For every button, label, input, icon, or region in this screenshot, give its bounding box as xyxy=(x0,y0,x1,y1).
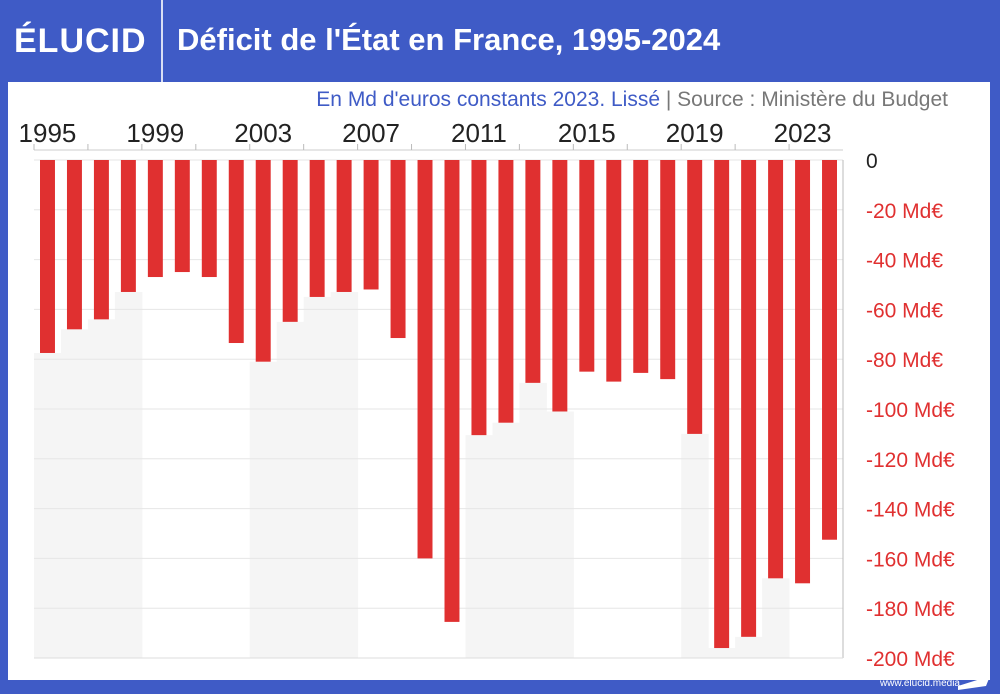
y-tick-label: -80 Md€ xyxy=(866,349,943,372)
x-tick-label: 2011 xyxy=(451,118,507,148)
y-tick-label: -140 Md€ xyxy=(866,499,955,522)
bar-1999 xyxy=(147,160,163,278)
bar-1997 xyxy=(93,160,109,320)
logo-flag-icon xyxy=(958,676,990,690)
shaded-band xyxy=(762,578,790,658)
bar-2014 xyxy=(552,160,568,412)
shaded-band xyxy=(303,296,332,658)
chart-subtitle: En Md d'euros constants 2023. Lissé | So… xyxy=(316,88,948,112)
shaded-band xyxy=(546,411,574,658)
shaded-band xyxy=(60,329,89,658)
subtitle-separator: | xyxy=(665,88,672,111)
y-tick-label: -20 Md€ xyxy=(866,200,943,223)
bar-2010 xyxy=(444,160,460,622)
shaded-band xyxy=(249,361,278,658)
shaded-band xyxy=(276,321,305,658)
source-note: Source : Ministère du Budget xyxy=(677,88,948,111)
logo: ÉLUCID xyxy=(14,22,147,60)
bar-2015 xyxy=(579,160,595,372)
header: ÉLUCID Déficit de l'État en France, 1995… xyxy=(0,0,1000,82)
bar-2023 xyxy=(795,160,811,584)
shaded-band xyxy=(681,433,709,658)
y-tick-label: 0 xyxy=(866,150,878,173)
bar-2005 xyxy=(309,160,325,297)
bar-2022 xyxy=(768,160,784,579)
bar-2003 xyxy=(255,160,271,362)
shaded-band xyxy=(708,648,736,658)
shaded-band xyxy=(492,422,520,658)
shaded-band xyxy=(465,435,493,658)
shaded-band xyxy=(519,382,547,658)
bar-2006 xyxy=(336,160,352,292)
shaded-band xyxy=(34,352,62,658)
y-tick-label: -180 Md€ xyxy=(866,598,955,621)
shaded-band xyxy=(114,291,143,658)
y-tick-label: -100 Md€ xyxy=(866,399,955,422)
bar-1998 xyxy=(120,160,136,292)
x-tick-label: 2019 xyxy=(666,118,724,148)
bar-2011 xyxy=(471,160,487,436)
bar-2019 xyxy=(687,160,703,434)
shaded-band xyxy=(87,319,116,658)
bar-2000 xyxy=(174,160,190,273)
bar-2016 xyxy=(606,160,622,382)
y-tick-label: -120 Md€ xyxy=(866,449,955,472)
bar-2018 xyxy=(660,160,676,380)
y-tick-label: -160 Md€ xyxy=(866,548,955,571)
bar-1995 xyxy=(40,160,55,353)
x-tick-label: 2007 xyxy=(342,118,400,148)
bar-2007 xyxy=(363,160,379,290)
y-tick-label: -200 Md€ xyxy=(866,648,955,671)
y-tick-label: -60 Md€ xyxy=(866,299,943,322)
bar-1996 xyxy=(66,160,82,330)
bar-2021 xyxy=(741,160,757,637)
bar-2012 xyxy=(498,160,514,423)
x-tick-label: 2003 xyxy=(234,118,292,148)
bar-2017 xyxy=(633,160,649,373)
shaded-band xyxy=(330,291,359,658)
bar-2008 xyxy=(390,160,406,339)
bar-2024 xyxy=(822,160,837,540)
x-tick-label: 1999 xyxy=(126,118,184,148)
bar-2013 xyxy=(525,160,541,383)
x-tick-label: 2015 xyxy=(558,118,616,148)
header-divider xyxy=(161,0,163,82)
unit-note: En Md d'euros constants 2023. Lissé xyxy=(316,88,661,111)
bar-2020 xyxy=(714,160,730,649)
bar-2009 xyxy=(417,160,433,559)
chart-title: Déficit de l'État en France, 1995-2024 xyxy=(177,22,721,57)
x-tick-label: 2023 xyxy=(774,118,832,148)
y-tick-label: -40 Md€ xyxy=(866,250,943,273)
x-tick-label: 1995 xyxy=(19,118,77,148)
footer-url: www.elucid.media xyxy=(879,678,960,689)
bar-2004 xyxy=(282,160,298,322)
bar-2001 xyxy=(201,160,217,278)
shaded-band xyxy=(735,636,763,658)
bar-2002 xyxy=(228,160,244,344)
